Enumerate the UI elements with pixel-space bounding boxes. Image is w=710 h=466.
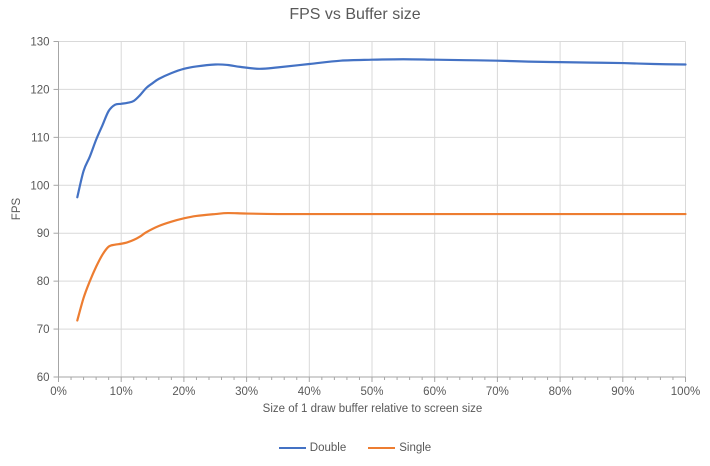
x-tick-label: 100% xyxy=(671,386,700,398)
y-tick-label: 100 xyxy=(30,180,49,192)
legend-label-double: Double xyxy=(309,442,347,454)
legend-swatch-single xyxy=(368,447,396,449)
y-tick-label: 60 xyxy=(37,372,50,384)
x-tick-label: 0% xyxy=(50,386,67,398)
x-tick-label: 20% xyxy=(172,386,195,398)
x-tick-label: 50% xyxy=(360,386,383,398)
x-tick-label: 80% xyxy=(549,386,572,398)
y-tick-label: 130 xyxy=(30,37,49,49)
legend-swatch-double xyxy=(278,447,306,449)
x-tick-label: 90% xyxy=(611,386,634,398)
legend-item-double: Double xyxy=(278,442,347,454)
x-axis-title: Size of 1 draw buffer relative to screen… xyxy=(262,403,483,415)
y-tick-label: 110 xyxy=(31,132,49,144)
y-tick-label: 120 xyxy=(30,84,49,96)
legend-item-single: Single xyxy=(368,442,431,454)
y-tick-label: 90 xyxy=(37,228,50,240)
legend-label-single: Single xyxy=(399,442,432,454)
y-tick-label: 80 xyxy=(37,276,50,288)
series-line-single xyxy=(76,211,687,322)
y-tick-label: 70 xyxy=(37,324,50,336)
chart-title: FPS vs Buffer size xyxy=(289,6,421,23)
x-tick-label: 10% xyxy=(110,386,133,398)
x-tick-label: 30% xyxy=(235,386,258,398)
x-tick-label: 70% xyxy=(486,386,509,398)
x-tick-label: 40% xyxy=(298,386,321,398)
legend: Double Single xyxy=(0,442,710,454)
series-line-double xyxy=(76,58,687,199)
x-tick-label: 60% xyxy=(423,386,446,398)
